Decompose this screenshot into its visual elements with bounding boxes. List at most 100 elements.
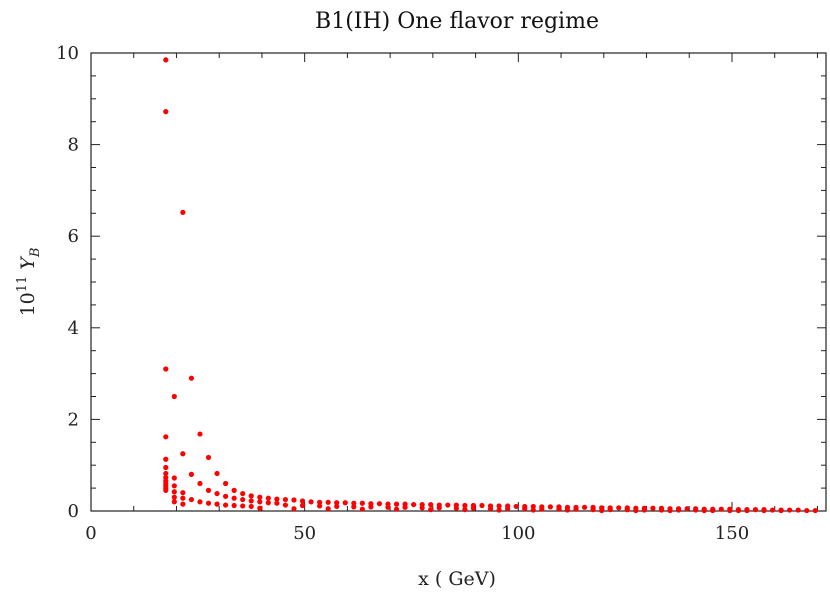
data-point bbox=[223, 480, 229, 487]
data-point bbox=[496, 507, 502, 513]
data-point bbox=[701, 507, 707, 514]
data-point bbox=[334, 503, 340, 510]
data-point bbox=[163, 366, 169, 372]
data-point bbox=[171, 483, 177, 489]
data-point bbox=[223, 502, 229, 508]
data-point bbox=[812, 507, 818, 514]
data-point bbox=[291, 497, 297, 503]
data-point bbox=[197, 480, 203, 487]
y-axis-label-variable: Y bbox=[17, 255, 39, 270]
data-point bbox=[240, 496, 246, 503]
data-point bbox=[231, 495, 237, 501]
data-point bbox=[684, 506, 690, 512]
y-tick-label: 8 bbox=[68, 135, 79, 156]
data-point bbox=[359, 500, 365, 506]
data-point bbox=[393, 501, 400, 507]
data-point bbox=[411, 501, 417, 508]
data-point bbox=[231, 502, 237, 509]
x-axis-label: x ( GeV) bbox=[418, 568, 496, 590]
data-point bbox=[804, 507, 810, 514]
data-point bbox=[308, 499, 314, 505]
data-point bbox=[171, 499, 177, 505]
tick-labels: 0 50 100 150 0 2 4 6 8 10 bbox=[56, 43, 749, 544]
data-point bbox=[163, 470, 169, 477]
data-point bbox=[436, 505, 442, 511]
data-point bbox=[282, 502, 289, 508]
axis-ticks bbox=[90, 52, 826, 512]
data-point bbox=[547, 504, 553, 510]
x-tick-label: 0 bbox=[85, 523, 96, 544]
data-point bbox=[393, 506, 400, 512]
x-tick-label: 100 bbox=[501, 523, 535, 544]
data-point bbox=[530, 503, 536, 510]
y-tick-label: 0 bbox=[68, 501, 79, 522]
data-point bbox=[624, 507, 630, 513]
data-point bbox=[479, 502, 485, 509]
data-point bbox=[599, 507, 605, 514]
data-point bbox=[240, 503, 246, 509]
data-point bbox=[171, 489, 177, 495]
data-point bbox=[214, 490, 220, 497]
data-point bbox=[180, 451, 186, 457]
data-point bbox=[359, 506, 365, 512]
y-axis-label: 1011 YB bbox=[15, 248, 43, 317]
data-point bbox=[257, 499, 263, 505]
data-point bbox=[163, 434, 169, 440]
data-points bbox=[163, 57, 818, 514]
data-point bbox=[205, 487, 212, 493]
data-point bbox=[205, 500, 212, 506]
data-point bbox=[240, 490, 246, 497]
data-point bbox=[581, 504, 588, 510]
y-tick-label: 6 bbox=[68, 226, 79, 247]
data-point bbox=[522, 506, 528, 512]
data-point bbox=[265, 500, 271, 506]
data-point bbox=[342, 500, 348, 506]
y-tick-label: 10 bbox=[56, 43, 79, 64]
data-point bbox=[274, 500, 280, 506]
data-point bbox=[214, 470, 220, 477]
data-point bbox=[180, 501, 186, 507]
data-point bbox=[778, 507, 784, 514]
data-point bbox=[171, 393, 177, 400]
data-point bbox=[163, 464, 169, 471]
data-point bbox=[675, 507, 682, 513]
data-point bbox=[693, 507, 699, 513]
chart-title: B1(IH) One flavor regime bbox=[315, 9, 599, 34]
data-point bbox=[188, 375, 195, 381]
data-point bbox=[735, 507, 741, 514]
x-tick-label: 150 bbox=[715, 523, 749, 544]
data-point bbox=[752, 507, 759, 513]
data-point bbox=[462, 507, 468, 513]
x-tick-label: 50 bbox=[293, 523, 316, 544]
data-point bbox=[769, 507, 776, 513]
data-point bbox=[590, 507, 596, 513]
data-point bbox=[761, 507, 767, 514]
y-tick-label: 4 bbox=[68, 318, 79, 339]
data-point bbox=[299, 498, 306, 504]
data-point bbox=[795, 507, 801, 513]
data-point bbox=[171, 475, 177, 481]
data-point bbox=[188, 496, 195, 503]
data-point bbox=[564, 507, 571, 513]
data-point bbox=[633, 507, 639, 514]
data-point bbox=[573, 506, 579, 512]
data-point bbox=[248, 498, 254, 504]
data-point bbox=[180, 495, 186, 501]
y-axis-label-exponent: 11 bbox=[15, 276, 30, 293]
data-point bbox=[274, 496, 280, 502]
data-point bbox=[616, 505, 622, 511]
data-point bbox=[197, 499, 203, 505]
data-point bbox=[607, 507, 613, 513]
data-point bbox=[428, 501, 434, 508]
data-point bbox=[453, 505, 459, 511]
data-point bbox=[428, 507, 434, 513]
data-point bbox=[299, 502, 306, 509]
plot-frame bbox=[90, 52, 827, 512]
data-point bbox=[658, 507, 665, 513]
data-point bbox=[214, 501, 220, 507]
data-point bbox=[257, 494, 263, 500]
data-point bbox=[197, 431, 203, 437]
data-point bbox=[744, 507, 750, 514]
data-point bbox=[188, 471, 195, 477]
data-point bbox=[462, 502, 468, 509]
